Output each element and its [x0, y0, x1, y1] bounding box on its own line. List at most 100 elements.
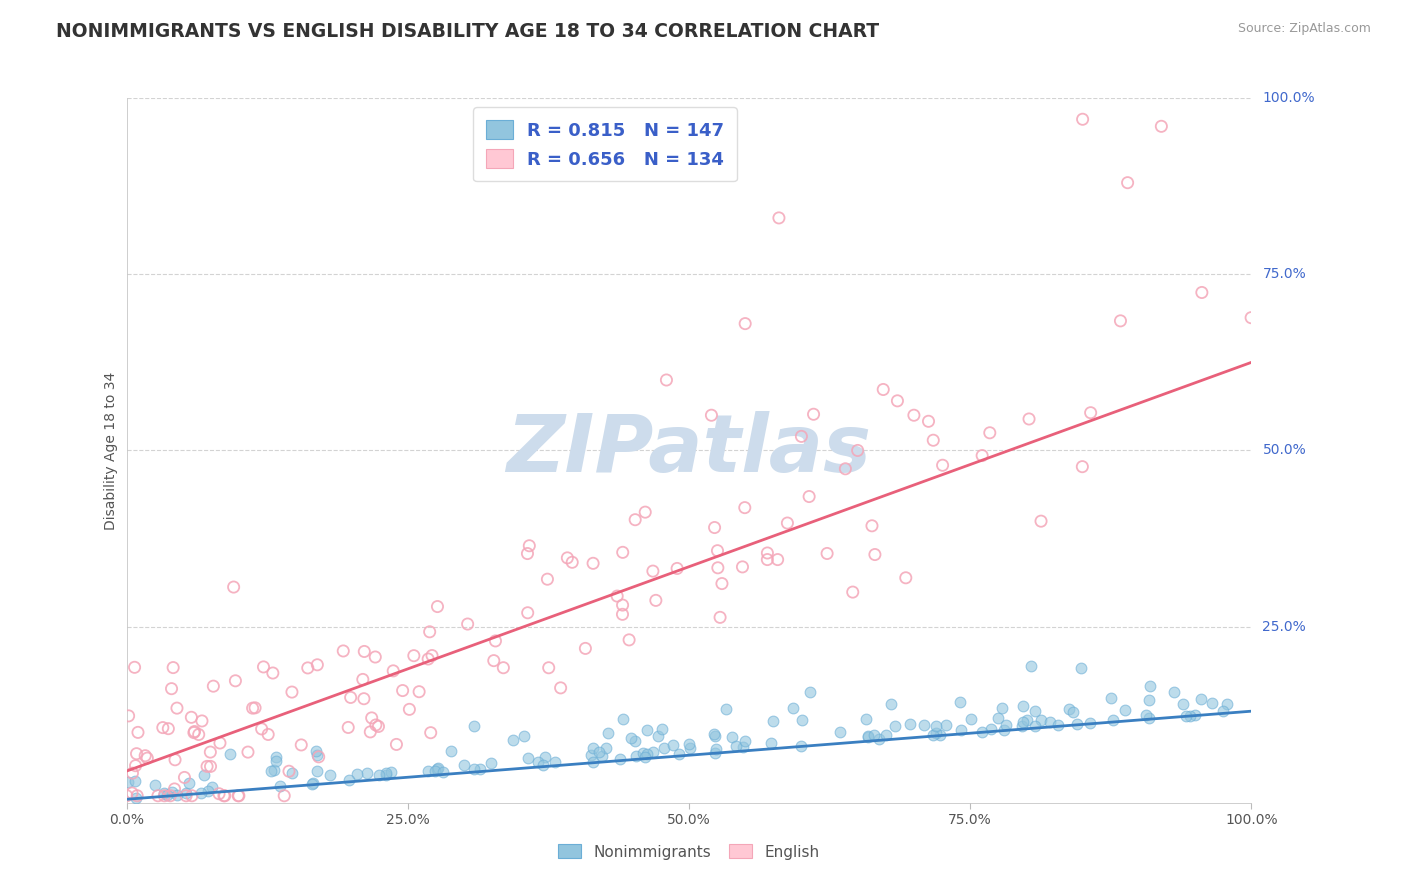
Point: [803, 407, 825, 421]
Point: [550, 681, 572, 695]
Point: [574, 641, 596, 656]
Point: [980, 723, 1002, 737]
Point: [1178, 708, 1201, 723]
Point: [200, 759, 222, 773]
Point: [733, 739, 755, 754]
Text: 25.0%: 25.0%: [1263, 620, 1306, 633]
Point: [1116, 176, 1139, 190]
Point: [544, 755, 567, 769]
Point: [979, 425, 1001, 440]
Point: [391, 683, 413, 698]
Point: [935, 718, 957, 732]
Point: [612, 598, 634, 612]
Point: [134, 748, 156, 763]
Point: [782, 700, 804, 714]
Point: [886, 393, 908, 408]
Text: 50.0%: 50.0%: [1263, 443, 1306, 458]
Point: [146, 789, 169, 803]
Text: 100.0%: 100.0%: [1263, 91, 1315, 105]
Point: [281, 766, 304, 780]
Point: [872, 383, 894, 397]
Point: [124, 660, 146, 674]
Point: [1080, 406, 1102, 420]
Point: [398, 702, 420, 716]
Point: [756, 552, 779, 566]
Point: [527, 755, 550, 769]
Point: [612, 712, 634, 726]
Point: [423, 764, 446, 778]
Point: [703, 727, 725, 741]
Point: [359, 725, 381, 739]
Point: [242, 701, 264, 715]
Point: [790, 713, 813, 727]
Point: [1047, 717, 1070, 731]
Point: [617, 632, 640, 647]
Point: [453, 758, 475, 772]
Point: [1029, 713, 1052, 727]
Point: [385, 738, 408, 752]
Point: [382, 664, 405, 678]
Point: [1212, 704, 1234, 718]
Point: [993, 723, 1015, 737]
Point: [159, 789, 181, 803]
Point: [534, 750, 557, 764]
Point: [263, 763, 285, 777]
Point: [297, 661, 319, 675]
Point: [1011, 699, 1033, 714]
Point: [709, 610, 731, 624]
Point: [1163, 684, 1185, 698]
Point: [790, 429, 813, 443]
Point: [305, 743, 328, 757]
Point: [273, 789, 295, 803]
Point: [987, 711, 1010, 725]
Point: [352, 673, 374, 687]
Point: [721, 730, 744, 744]
Point: [924, 725, 946, 739]
Point: [337, 721, 360, 735]
Point: [260, 764, 283, 779]
Point: [582, 755, 605, 769]
Point: [790, 739, 813, 753]
Point: [588, 745, 610, 759]
Point: [641, 745, 664, 759]
Point: [863, 548, 886, 562]
Point: [724, 739, 747, 754]
Point: [356, 765, 378, 780]
Point: [243, 701, 266, 715]
Point: [1189, 692, 1212, 706]
Point: [714, 701, 737, 715]
Point: [367, 767, 389, 781]
Point: [353, 644, 375, 658]
Point: [432, 765, 454, 780]
Point: [703, 520, 725, 534]
Point: [153, 786, 176, 800]
Point: [281, 685, 304, 699]
Point: [1114, 703, 1136, 717]
Point: [1071, 112, 1094, 127]
Point: [914, 718, 936, 732]
Point: [634, 749, 657, 764]
Point: [903, 409, 925, 423]
Point: [582, 741, 605, 756]
Point: [846, 443, 869, 458]
Point: [922, 728, 945, 742]
Point: [1029, 514, 1052, 528]
Point: [1240, 310, 1263, 325]
Point: [364, 650, 387, 665]
Point: [419, 624, 441, 639]
Point: [301, 776, 323, 790]
Point: [815, 546, 838, 560]
Point: [1015, 713, 1038, 727]
Point: [360, 711, 382, 725]
Text: 75.0%: 75.0%: [1263, 268, 1306, 281]
Point: [668, 747, 690, 761]
Point: [624, 749, 647, 764]
Point: [612, 607, 634, 622]
Point: [879, 697, 901, 711]
Point: [162, 785, 184, 799]
Point: [707, 561, 730, 575]
Point: [264, 754, 287, 768]
Point: [195, 759, 218, 773]
Point: [197, 784, 219, 798]
Point: [596, 726, 619, 740]
